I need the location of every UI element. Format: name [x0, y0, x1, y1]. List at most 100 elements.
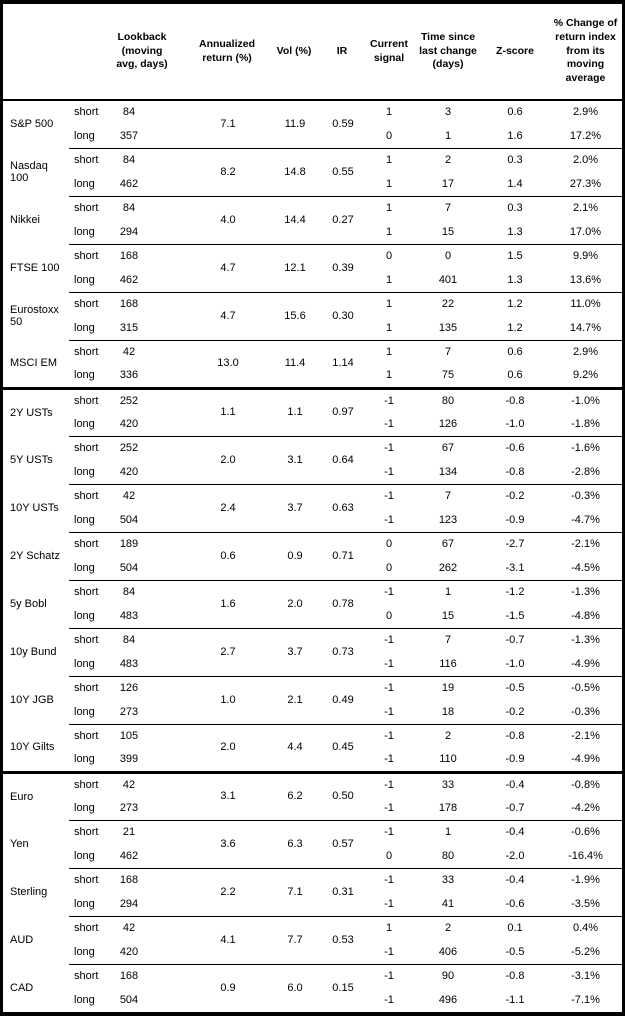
cell-signal-long: 1	[363, 220, 415, 245]
cell-asset: 10Y JGB	[10, 693, 54, 706]
cell-pct-change-short: -0.3%	[571, 490, 600, 503]
cell-annualized-return: 2.0	[177, 436, 265, 485]
cell-signal-short: -1	[384, 970, 394, 983]
cell-vol: 0.9	[265, 532, 319, 581]
cell-asset: 10y Bund	[10, 645, 57, 658]
cell-signal-short: -1	[384, 394, 394, 407]
table-row: long 273 -1 18 -0.2 -0.3%	[3, 700, 622, 725]
cell-signal-short: -1	[384, 634, 394, 647]
cell-signal-short: -1	[384, 874, 394, 887]
table-row: long 399 -1 110 -0.9 -4.9%	[3, 748, 622, 774]
cell-pct-change-long: -4.2%	[549, 796, 622, 821]
cell-pct-change-long: -5.2%	[549, 940, 622, 965]
cell-time-short: 90	[441, 970, 455, 983]
cell-asset: 5y Bobl	[10, 597, 47, 610]
table-body: S&P 500 short 84 7.1 11.9 0.59 1 3 0.6 2.9% long 35…	[3, 100, 622, 1012]
cell-time-long: 126	[415, 412, 481, 437]
cell-row-label-long: long	[69, 124, 99, 149]
cell-row-label-short: short	[74, 298, 99, 311]
cell-signal-long: -1	[363, 940, 415, 965]
table-row: long 504 0 262 -3.1 -4.5%	[3, 556, 622, 581]
cell-zscore-long: 1.6	[481, 124, 549, 149]
cell-annualized-return: 4.1	[177, 916, 265, 965]
cell-time-short: 1	[444, 826, 452, 839]
table-row: 10Y Gilts short 105 2.0 4.4 0.45 -1 2 -0.8 -2.1%	[3, 724, 622, 774]
cell-signal-long: -1	[363, 460, 415, 485]
table-row: long 420 -1 134 -0.8 -2.8%	[3, 460, 622, 485]
cell-lookback-short: 168	[119, 250, 139, 263]
cell-lookback-short: 168	[119, 298, 139, 311]
table-row: Nikkei short 84 4.0 14.4 0.27 1 7 0.3 2.1%	[3, 196, 622, 245]
cell-row-label-short: short	[74, 634, 99, 647]
cell-annualized-return: 2.0	[177, 724, 265, 774]
cell-row-label-long: long	[69, 172, 99, 197]
cell-ir: 0.45	[319, 724, 363, 774]
cell-lookback-long: 462	[99, 844, 177, 869]
cell-pct-change-short: -2.1%	[571, 538, 600, 551]
cell-zscore-short: -0.2	[505, 490, 525, 503]
cell-time-short: 7	[444, 490, 452, 503]
cell-row-label-short: short	[74, 250, 99, 263]
cell-ir: 0.53	[319, 916, 363, 965]
cell-lookback-long: 420	[99, 940, 177, 965]
cell-pct-change-long: -4.5%	[549, 556, 622, 581]
cell-lookback-long: 504	[99, 556, 177, 581]
cell-row-label-long: long	[69, 700, 99, 725]
cell-time-long: 18	[415, 700, 481, 725]
cell-pct-change-short: 0.4%	[572, 922, 599, 935]
cell-zscore-short: -1.2	[505, 586, 525, 599]
cell-time-short: 22	[441, 298, 455, 311]
cell-row-label-long: long	[69, 268, 99, 293]
cell-row-label-long: long	[69, 556, 99, 581]
cell-pct-change-short: -1.3%	[571, 634, 600, 647]
cell-lookback-short: 84	[122, 106, 136, 119]
cell-row-label-long: long	[69, 412, 99, 437]
cell-pct-change-short: 2.9%	[572, 346, 599, 359]
col-header-vol: Vol (%)	[265, 4, 319, 101]
cell-pct-change-long: -4.9%	[549, 748, 622, 774]
cell-ir: 0.31	[319, 868, 363, 917]
cell-row-label-short: short	[74, 730, 99, 743]
cell-ir: 0.30	[319, 292, 363, 341]
cell-time-short: 1	[444, 586, 452, 599]
cell-annualized-return: 3.1	[177, 772, 265, 821]
cell-signal-short: 1	[385, 298, 393, 311]
cell-ir: 0.73	[319, 628, 363, 677]
cell-annualized-return: 0.9	[220, 982, 236, 995]
cell-row-label-short: short	[74, 202, 99, 215]
cell-ir: 0.39	[319, 244, 363, 293]
cell-zscore-long: -0.9	[481, 508, 549, 533]
cell-lookback-long: 504	[119, 993, 139, 1006]
cell-vol: 7.7	[265, 916, 319, 965]
table-row: Sterling short 168 2.2 7.1 0.31 -1 33 -0.4 -1.9%	[3, 868, 622, 917]
cell-ir: 0.97	[319, 388, 363, 437]
cell-row-label-long: long	[69, 748, 99, 774]
cell-time-short: 2	[444, 730, 452, 743]
cell-lookback-short: 84	[122, 634, 136, 647]
cell-signal-long: -1	[363, 652, 415, 677]
cell-zscore-long: -3.1	[481, 556, 549, 581]
cell-ir: 0.63	[319, 484, 363, 533]
table-row: 10Y USTs short 42 2.4 3.7 0.63 -1 7 -0.2 -0.3%	[3, 484, 622, 533]
cell-asset: 10Y Gilts	[3, 724, 69, 774]
cell-vol: 6.0	[287, 982, 303, 995]
cell-signal-short: -1	[384, 490, 394, 503]
cell-time-long: 17	[415, 172, 481, 197]
cell-row-label-long: long	[69, 892, 99, 917]
col-header-ir: IR	[319, 4, 363, 101]
cell-zscore-short: -0.4	[505, 874, 525, 887]
cell-asset: S&P 500	[10, 118, 54, 131]
cell-row-label-long: long	[69, 460, 99, 485]
cell-signal-short: 1	[385, 202, 393, 215]
cell-vol: 2.0	[265, 580, 319, 629]
cell-zscore-long: -0.7	[481, 796, 549, 821]
cell-lookback-short: 189	[119, 538, 139, 551]
cell-lookback-short: 252	[119, 442, 139, 455]
cell-vol: 2.1	[265, 676, 319, 725]
cell-vol: 1.1	[265, 388, 319, 437]
cell-time-long: 116	[415, 652, 481, 677]
cell-lookback-short: 21	[122, 826, 136, 839]
cell-ir: 0.55	[319, 148, 363, 197]
cell-signal-short: -1	[384, 826, 394, 839]
